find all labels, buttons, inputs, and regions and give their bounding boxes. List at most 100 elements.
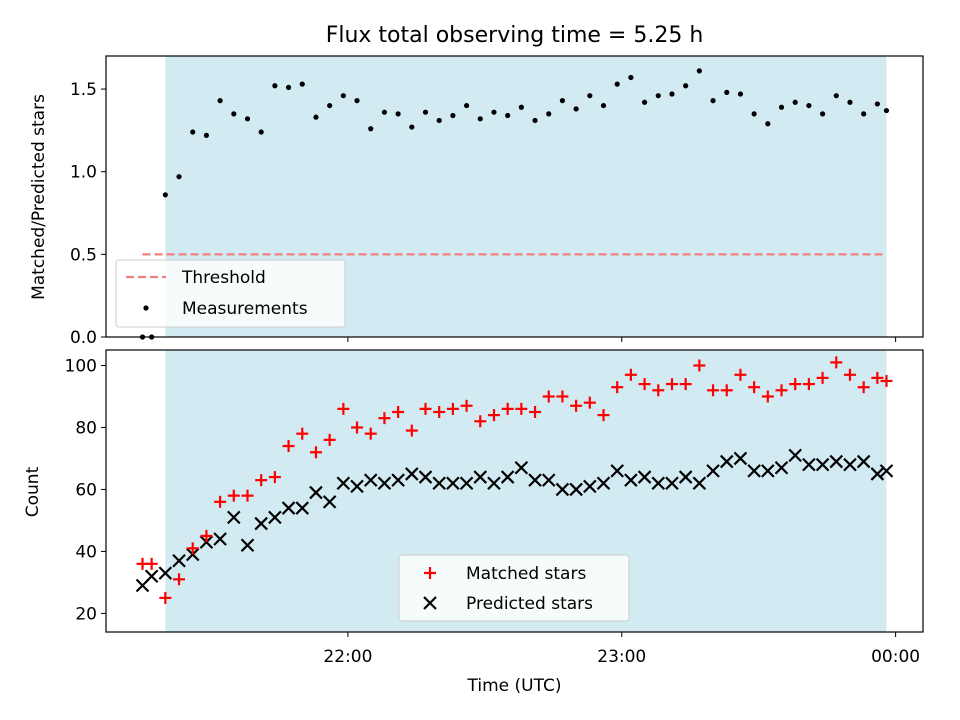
matched-star-point (707, 384, 720, 397)
predicted-star-point (363, 473, 378, 487)
predicted-star-point (377, 476, 392, 491)
matched-star-point (474, 415, 487, 428)
predicted-star-point (879, 464, 894, 478)
measurements-legend-marker (143, 305, 149, 311)
measurement-point (559, 98, 566, 104)
measurement-point (299, 81, 305, 87)
chart-title: Flux total observing time = 5.25 h (326, 23, 704, 48)
measurement-point (285, 84, 292, 91)
measurement-point (368, 126, 374, 132)
predicted-star-point (870, 467, 885, 481)
matched-star-point (296, 427, 309, 440)
predicted-star-point (432, 476, 446, 491)
matched-star-point (734, 368, 747, 381)
predicted-star-point (624, 473, 638, 487)
matched-star-point (748, 381, 761, 394)
predicted-star-point (719, 454, 734, 469)
bottom-y-axis-label: Count (23, 466, 43, 517)
measurement-point (409, 124, 415, 130)
matched-star-point (830, 356, 843, 369)
matched-star-point (255, 474, 268, 487)
matched-star-point (446, 402, 459, 415)
matched-star-point (802, 378, 815, 391)
matched-star-point (241, 489, 254, 502)
matched-star-point (624, 368, 637, 381)
measurement-point (231, 111, 237, 117)
top-plot-frame (105, 55, 924, 338)
measurement-point (883, 107, 890, 114)
matched-star-point (501, 402, 514, 415)
matched-star-point (816, 371, 829, 384)
measurement-point (655, 93, 661, 99)
predicted-star-point (199, 535, 214, 549)
measurement-point (819, 111, 826, 117)
predicted-star-point (829, 454, 844, 469)
measurement-point (422, 109, 429, 115)
matched-star-point (880, 374, 893, 387)
predicted-star-point (336, 476, 351, 491)
predicted-star-point (459, 476, 474, 491)
matched-star-point (392, 405, 405, 418)
measurement-point (710, 98, 716, 104)
bottom-legend-box (398, 554, 630, 622)
predicted-star-point (309, 485, 323, 500)
measurement-point (381, 109, 388, 115)
predicted-star-point (473, 470, 488, 484)
matched-star-point (761, 390, 774, 403)
predicted-star-point (692, 476, 707, 491)
predicted-star-point (802, 457, 816, 472)
predicted-star-point (172, 553, 186, 568)
measurement-point (436, 117, 442, 124)
predicted-star-point (843, 457, 857, 472)
matched-star-point (665, 378, 678, 391)
measurement-point (477, 116, 483, 122)
measurement-point (162, 192, 168, 198)
predicted-star-point (350, 479, 364, 494)
predicted-star-point (254, 516, 268, 531)
bottom-plot-frame (105, 349, 924, 633)
matched-stars-legend-label: Matched stars (466, 564, 586, 584)
matched-star-point (186, 542, 199, 555)
predicted-stars-legend-label: Predicted stars (466, 594, 593, 614)
top-y-tick-label: 1.0 (70, 163, 97, 183)
matched-star-point (583, 396, 596, 409)
measurement-point (190, 129, 196, 135)
matched-star-point (843, 368, 856, 381)
predicted-star-point (500, 470, 515, 484)
matched-star-point (652, 384, 665, 397)
bottom-x-tick-label: 23:00 (597, 647, 646, 667)
matched-star-point (364, 427, 377, 440)
predicted-star-point (158, 566, 173, 580)
measurement-point (573, 106, 579, 112)
measurement-point (258, 129, 264, 135)
measurement-point (792, 99, 798, 105)
x-axis-label: Time (UTC) (467, 676, 562, 696)
matched-star-point (214, 495, 227, 508)
matched-star-point (556, 390, 569, 403)
measurement-point (450, 112, 456, 119)
matched-star-point (351, 421, 364, 434)
measurement-point (641, 99, 648, 105)
matched-star-point (159, 591, 172, 604)
predicted-star-point (747, 464, 761, 478)
measurement-point (532, 117, 538, 124)
measurement-point (244, 116, 251, 122)
matched-star-point (775, 384, 788, 397)
predicted-star-point (637, 470, 652, 484)
matched-star-point (227, 489, 240, 502)
measurement-point (778, 104, 785, 110)
top-y-tick-label: 0.0 (70, 328, 97, 348)
bottom-legend: Matched stars Predicted stars (398, 554, 630, 622)
matched-star-point (597, 409, 610, 422)
predicted-star-point (514, 460, 529, 475)
matched-star-point (515, 402, 528, 415)
bottom-x-tick-label: 00:00 (871, 647, 920, 667)
matched-star-point (460, 399, 473, 412)
measurement-point (600, 102, 607, 109)
matched-star-point (638, 378, 651, 391)
top-legend-box (115, 259, 346, 328)
matched-star-point (268, 471, 281, 484)
predicted-star-point (761, 464, 775, 478)
predicted-star-point (322, 495, 337, 509)
measurement-point (737, 91, 744, 97)
